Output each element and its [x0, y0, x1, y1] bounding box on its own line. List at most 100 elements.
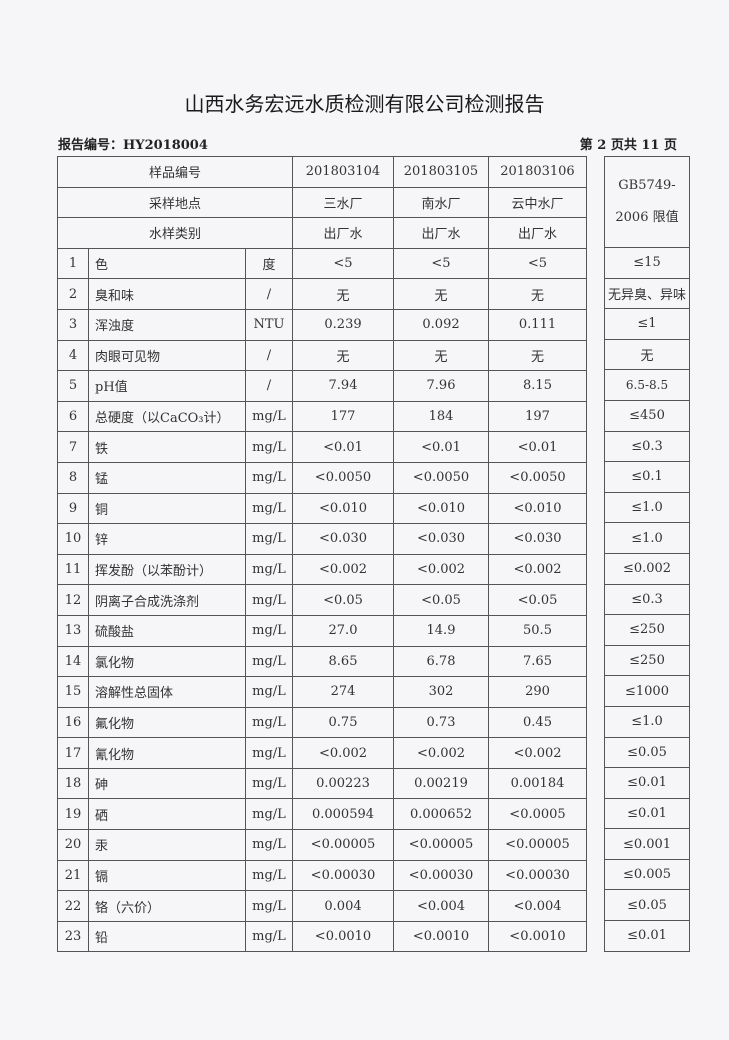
value: 无 [393, 339, 489, 372]
value: <0.010 [393, 492, 489, 525]
row-number: 9 [57, 492, 89, 525]
sample-location: 南水厂 [393, 186, 489, 219]
value: <0.002 [292, 737, 394, 769]
header-row-location: 采样地点 三水厂 南水厂 云中水厂 [57, 186, 587, 219]
value: 0.000594 [292, 798, 394, 831]
value: 6.78 [393, 645, 489, 678]
value: 0.239 [292, 308, 394, 341]
value: <0.004 [393, 890, 489, 922]
unit: mg/L [245, 859, 293, 892]
item-name: 硒 [88, 798, 246, 831]
item-name: 色 [88, 247, 246, 280]
item-name: 铜 [88, 492, 246, 525]
value: 0.000652 [393, 798, 489, 831]
item-name: 臭和味 [88, 278, 246, 310]
value: 274 [292, 676, 394, 708]
item-name: 锌 [88, 523, 246, 555]
limit-value: 无 [604, 338, 690, 371]
item-name: 铬（六价） [88, 890, 246, 922]
value: 0.75 [292, 706, 394, 739]
item-name: 阴离子合成洗涤剂 [88, 584, 246, 616]
limit-value: ≤250 [604, 614, 690, 646]
limit-value: ≤0.01 [604, 797, 690, 830]
table-row: 1 色度 <5 <5 <5 [57, 247, 587, 280]
value: 0.111 [488, 308, 587, 341]
value: <0.05 [488, 584, 587, 616]
limit-value: ≤1.0 [604, 522, 690, 554]
item-name: 锰 [88, 461, 246, 494]
row-number: 17 [57, 737, 89, 769]
table-row: 8 锰 mg/L <0.0050 <0.0050 <0.0050 [57, 461, 587, 494]
value: 0.00223 [292, 767, 394, 800]
row-number: 18 [57, 767, 89, 800]
row-number: 1 [57, 247, 89, 280]
value: 177 [292, 400, 394, 433]
value: 50.5 [488, 614, 587, 647]
unit: mg/L [245, 706, 293, 739]
limit-value: 6.5-8.5 [604, 369, 690, 401]
limit-header: GB5749- 2006 限值 [604, 156, 690, 248]
value: <0.030 [393, 523, 489, 555]
row-number: 5 [57, 370, 89, 402]
unit: mg/L [245, 737, 293, 769]
table-row: 16 氟化物 mg/L 0.75 0.73 0.45 [57, 706, 587, 739]
limit-label-1: GB5749- [618, 178, 676, 193]
row-number: 12 [57, 584, 89, 616]
unit: / [245, 278, 293, 310]
item-name: pH值 [88, 370, 246, 402]
unit: / [245, 370, 293, 402]
table-row: 4 肉眼可见物 / 无无无 [57, 339, 587, 372]
item-name: 肉眼可见物 [88, 339, 246, 372]
value: <0.0050 [292, 461, 394, 494]
item-name: 镉 [88, 859, 246, 892]
row-number: 6 [57, 400, 89, 433]
unit: mg/L [245, 492, 293, 525]
item-name: 总硬度（以CaCO₃计） [88, 400, 246, 433]
row-number: 8 [57, 461, 89, 494]
value: 无 [488, 278, 587, 310]
value: <0.0050 [393, 461, 489, 494]
value: <0.0010 [488, 920, 587, 953]
limit-value: ≤0.05 [604, 736, 690, 769]
value: 27.0 [292, 614, 394, 647]
item-name: 铁 [88, 431, 246, 463]
sample-type: 出厂水 [488, 217, 587, 249]
value: <0.0010 [292, 920, 394, 953]
item-name: 挥发酚（以苯酚计） [88, 553, 246, 586]
value: <0.002 [393, 737, 489, 769]
limit-value: ≤0.005 [604, 858, 690, 891]
value: <5 [393, 247, 489, 280]
limit-value: ≤0.001 [604, 828, 690, 860]
value: <0.0010 [393, 920, 489, 953]
row-number: 19 [57, 798, 89, 831]
value: 无 [393, 278, 489, 310]
limit-value: ≤15 [604, 247, 690, 279]
value: 290 [488, 676, 587, 708]
table-row: 12 阴离子合成洗涤剂 mg/L <0.05 <0.05 <0.05 [57, 584, 587, 616]
table-row: 14 氯化物 mg/L 8.65 6.78 7.65 [57, 645, 587, 678]
report-title: 山西水务宏远水质检测有限公司检测报告 [184, 92, 545, 116]
row-number: 11 [57, 553, 89, 586]
value: 7.94 [292, 370, 394, 402]
row-number: 16 [57, 706, 89, 739]
value: 0.45 [488, 706, 587, 739]
table-row: 15 溶解性总固体 mg/L 274 302 290 [57, 676, 587, 708]
unit: mg/L [245, 829, 293, 861]
value: <0.01 [292, 431, 394, 463]
value: <0.00005 [488, 829, 587, 861]
location-label: 采样地点 [57, 186, 293, 219]
value: 8.15 [488, 370, 587, 402]
table-row: 2 臭和味 / 无无无 [57, 278, 587, 310]
row-number: 21 [57, 859, 89, 892]
unit: mg/L [245, 798, 293, 831]
row-number: 23 [57, 920, 89, 953]
value: <0.00030 [292, 859, 394, 892]
value: 7.65 [488, 645, 587, 678]
row-number: 3 [57, 308, 89, 341]
value: 197 [488, 400, 587, 433]
limit-value: ≤0.01 [604, 920, 690, 952]
value: <0.004 [488, 890, 587, 922]
value: <0.010 [488, 492, 587, 525]
limit-value: ≤0.01 [604, 767, 690, 799]
item-name: 氯化物 [88, 645, 246, 678]
